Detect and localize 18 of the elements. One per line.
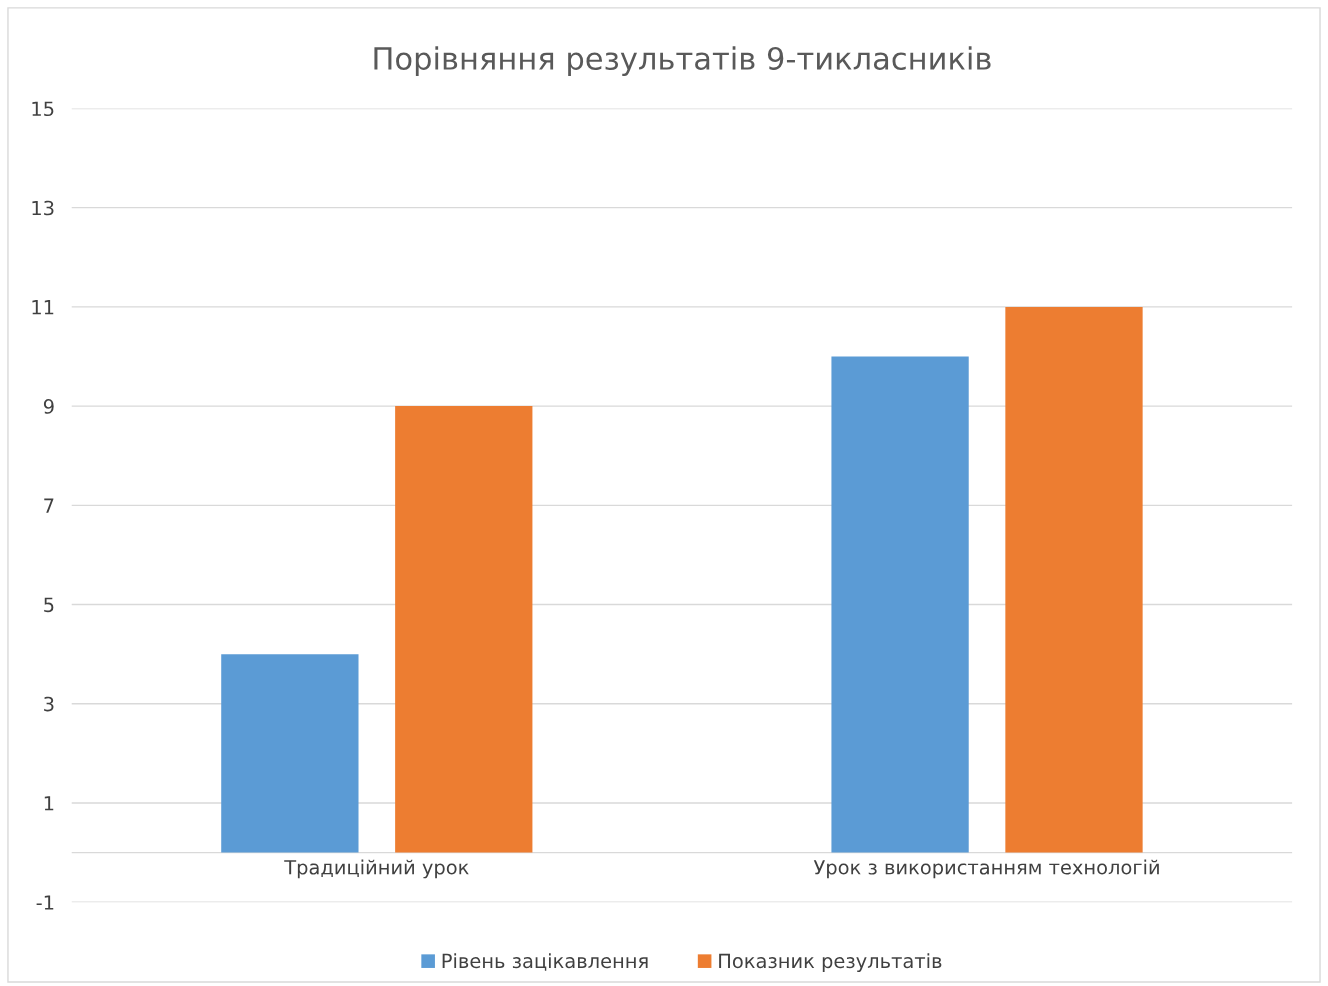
y-tick-label: -1 [36,895,54,910]
bar [221,654,359,853]
bar [395,406,533,853]
y-tick-label: 11 [32,300,54,315]
legend-label: Показник результатів [719,953,942,972]
bar [831,356,969,853]
y-tick-label: 1 [44,796,54,811]
y-tick-label: 5 [44,597,54,613]
y-tick-label: 13 [32,200,54,216]
y-tick-label: 3 [44,696,54,712]
chart-title: Порівняння результатів 9-тикласників [374,46,991,76]
y-tick-label: 7 [44,498,54,513]
legend-label: Рівень зацікавлення [442,953,648,971]
y-tick-label: 9 [43,399,54,414]
x-tick-label: Урок з використанням технологій [813,859,1159,879]
x-tick-label: Традиційний урок [284,859,469,879]
bar [1005,306,1143,853]
y-tick-label: 15 [32,101,54,117]
